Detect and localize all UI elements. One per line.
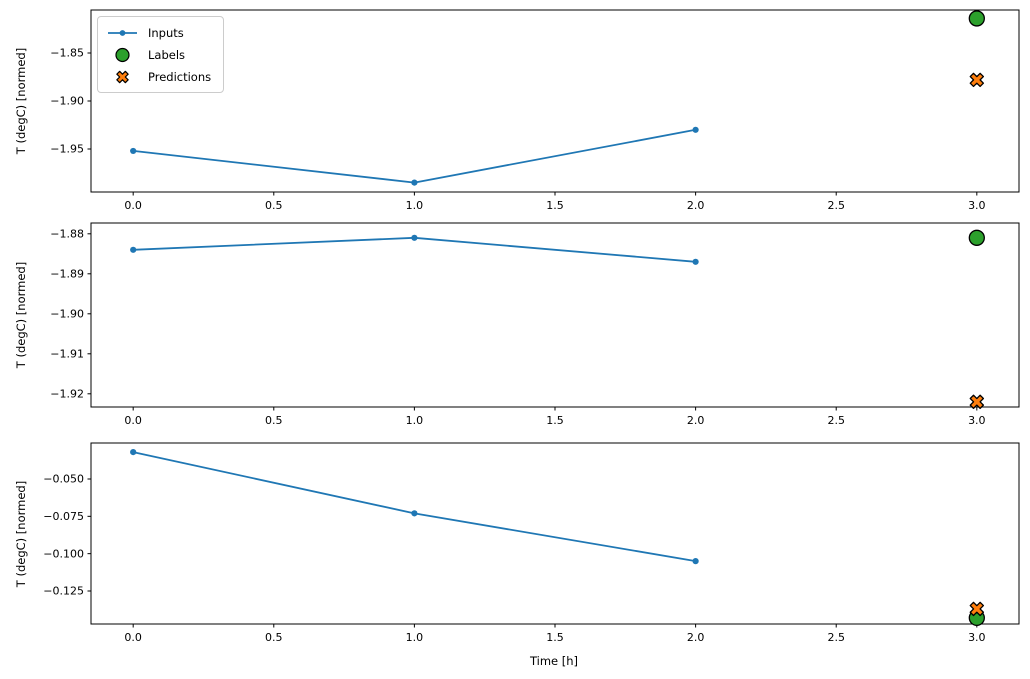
x-tick-label: 0.0 [124,199,142,212]
y-tick-label: −1.90 [50,307,84,320]
inputs-line-icon-glyph [108,29,137,36]
legend-label-inputs: Inputs [148,25,184,40]
y-tick-label: −1.92 [50,387,84,400]
x-tick-label: 1.0 [406,199,424,212]
inputs-marker [692,258,699,265]
legend-line-dot [119,29,126,36]
circle-marker-icon-glyph [115,47,130,62]
predictions-marker [969,601,985,617]
legend-item-predictions: Predictions [107,68,211,85]
y-tick-label: −1.88 [50,227,84,240]
legend-item-inputs: Inputs [107,24,211,41]
plot-frame [90,9,1020,193]
y-tick-label: −0.125 [43,585,84,598]
x-tick-label: 2.0 [687,414,705,427]
subplot-2: 0.0 0.5 1.0 1.5 2.0 2.5 3.0 −1.88 −1.89 −1.90 −1.9… [50,222,1020,427]
inputs-line-icon [107,25,138,41]
x-tick-label: 1.5 [546,631,564,644]
labels-marker [968,229,985,246]
x-marker-icon-glyph [116,70,129,83]
legend-circle [115,47,130,62]
labels-marker [968,10,985,27]
y-tick-label: −0.050 [43,473,84,486]
subplot-3: 0.0 0.5 1.0 1.5 2.0 2.5 3.0 −0.050 −0.075 −0.100 −… [43,442,1020,644]
inputs-marker [130,246,137,253]
predictions-marker [969,72,985,88]
inputs-marker [130,449,137,456]
y-tick-label: −0.100 [43,547,84,560]
inputs-marker [692,558,699,565]
x-tick-label: 0.5 [265,631,283,644]
x-tick-label: 0.0 [124,631,142,644]
y-axis-label-1: T (degC) [normed] [14,47,28,155]
inputs-marker [411,179,418,186]
inputs-marker [692,126,699,133]
subplot-1: 0.0 0.5 1.0 1.5 2.0 2.5 3.0 −1.85 −1.90 −1.95 [50,9,1020,212]
x-tick-label: 2.0 [687,631,705,644]
y-tick-label: −1.90 [50,95,84,108]
plot-frame [90,442,1020,625]
inputs-marker [130,147,137,155]
y-axis-label-2: T (degC) [normed] [14,261,28,369]
x-tick-label: 2.5 [827,414,845,427]
x-tick-label: 0.5 [265,414,283,427]
legend-label-predictions: Predictions [148,69,212,84]
y-axis-label-3: T (degC) [normed] [14,480,28,588]
legend: Inputs Labels Predictions [97,16,225,93]
x-tick-label: 1.0 [406,414,424,427]
x-tick-label: 0.5 [265,199,283,212]
predictions-marker [969,394,985,410]
x-axis-label: Time [h] [529,654,579,668]
x-tick-label: 2.5 [827,631,845,644]
x-marker-icon [107,69,138,85]
inputs-marker [411,234,418,241]
x-tick-label: 3.0 [968,199,986,212]
x-tick-label: 1.5 [546,199,564,212]
x-tick-label: 3.0 [968,414,986,427]
y-tick-label: −1.85 [50,47,84,60]
x-tick-label: 0.0 [124,414,142,427]
legend-x [116,70,129,83]
legend-label-labels: Labels [148,47,186,62]
x-tick-label: 2.5 [827,199,845,212]
y-tick-label: −0.075 [43,510,84,523]
legend-item-labels: Labels [107,46,211,63]
x-tick-label: 2.0 [687,199,705,212]
x-tick-label: 1.5 [546,414,564,427]
y-tick-label: −1.89 [50,267,84,280]
y-tick-label: −1.91 [50,347,84,360]
x-tick-label: 3.0 [968,631,986,644]
circle-marker-icon [107,47,138,63]
inputs-marker [411,510,418,517]
y-tick-label: −1.95 [50,143,84,156]
x-tick-label: 1.0 [406,631,424,644]
